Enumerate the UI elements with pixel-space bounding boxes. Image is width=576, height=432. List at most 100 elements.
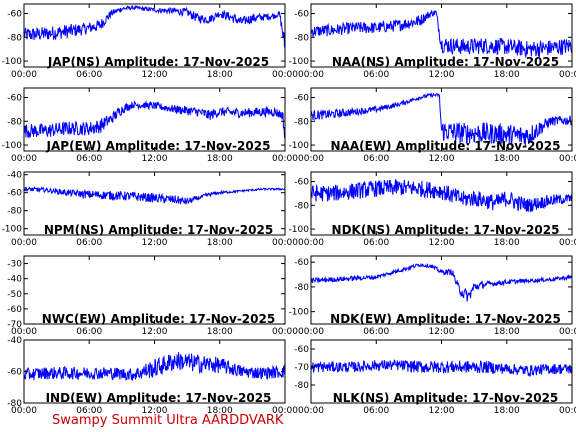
panel-title: NAA(NS) Amplitude: 17-Nov-2025 bbox=[332, 55, 559, 69]
x-tick-label: 06:00 bbox=[363, 406, 389, 416]
x-tick-label: 12:00 bbox=[429, 70, 455, 80]
x-tick-label: 00:00 bbox=[272, 327, 298, 337]
x-tick-label: 12:00 bbox=[429, 327, 455, 337]
x-tick-label: 00:00 bbox=[298, 327, 324, 337]
x-tick-label: 00:00 bbox=[272, 70, 298, 80]
panel-title: NDK(EW) Amplitude: 17-Nov-2025 bbox=[330, 312, 561, 326]
x-tick-label: 18:00 bbox=[494, 327, 520, 337]
signal-trace-2 bbox=[24, 100, 285, 139]
x-tick-label: 00:00 bbox=[298, 154, 324, 164]
x-tick-label: 06:00 bbox=[76, 406, 102, 416]
y-tick-label: -40 bbox=[7, 171, 22, 181]
y-tick-label: -60 bbox=[7, 305, 22, 315]
x-tick-label: 00:00 bbox=[11, 70, 37, 80]
y-tick-label: -100 bbox=[2, 141, 23, 151]
x-tick-label: 18:00 bbox=[207, 70, 233, 80]
y-tick-label: -80 bbox=[294, 201, 309, 211]
y-tick-label: -60 bbox=[294, 10, 309, 20]
chart-panel-1: -60-80-10000:0006:0012:0018:0000:00NAA(N… bbox=[289, 3, 576, 80]
y-tick-label: -60 bbox=[7, 189, 22, 199]
signal-trace-4 bbox=[24, 186, 285, 205]
x-tick-label: 00:00 bbox=[298, 238, 324, 248]
x-tick-label: 18:00 bbox=[207, 154, 233, 164]
chart-panel-3: -60-80-10000:0006:0012:0018:0000:00NAA(E… bbox=[289, 87, 576, 164]
y-tick-label: -80 bbox=[7, 117, 22, 127]
x-tick-label: 06:00 bbox=[363, 327, 389, 337]
panel-title: NLK(NS) Amplitude: 17-Nov-2025 bbox=[333, 391, 559, 405]
y-tick-label: -100 bbox=[289, 57, 310, 67]
x-tick-label: 12:00 bbox=[429, 238, 455, 248]
chart-panel-7: -60-80-10000:0006:0012:0018:0000:00NDK(E… bbox=[289, 255, 576, 337]
x-tick-label: 06:00 bbox=[363, 154, 389, 164]
x-tick-label: 00:00 bbox=[272, 154, 298, 164]
y-tick-label: -40 bbox=[7, 275, 22, 285]
y-tick-label: -100 bbox=[289, 141, 310, 151]
y-tick-label: -70 bbox=[7, 320, 22, 330]
x-tick-label: 18:00 bbox=[494, 406, 520, 416]
panel-title: NPM(NS) Amplitude: 17-Nov-2025 bbox=[44, 223, 273, 237]
y-tick-label: -100 bbox=[2, 57, 23, 67]
x-tick-label: 00:00 bbox=[559, 406, 576, 416]
signal-trace-1 bbox=[311, 9, 572, 59]
y-tick-label: -40 bbox=[7, 336, 22, 346]
x-tick-label: 00:00 bbox=[559, 327, 576, 337]
x-tick-label: 00:00 bbox=[11, 238, 37, 248]
y-tick-label: -60 bbox=[294, 94, 309, 104]
y-tick-label: -80 bbox=[7, 399, 22, 409]
x-tick-label: 06:00 bbox=[76, 70, 102, 80]
x-tick-label: 12:00 bbox=[142, 406, 168, 416]
signal-trace-7 bbox=[311, 262, 572, 302]
chart-panel-9: -60-70-8000:0006:0012:0018:0000:00NLK(NS… bbox=[294, 339, 576, 416]
panel-title: NAA(EW) Amplitude: 17-Nov-2025 bbox=[331, 139, 561, 153]
x-tick-label: 06:00 bbox=[76, 238, 102, 248]
x-tick-label: 18:00 bbox=[494, 154, 520, 164]
x-tick-label: 12:00 bbox=[142, 327, 168, 337]
y-tick-label: -50 bbox=[7, 290, 22, 300]
x-tick-label: 12:00 bbox=[142, 154, 168, 164]
panel-title: JAP(EW) Amplitude: 17-Nov-2025 bbox=[46, 139, 271, 153]
x-tick-label: 12:00 bbox=[429, 406, 455, 416]
chart-panel-5: -60-80-10000:0006:0012:0018:0000:00NDK(N… bbox=[289, 171, 576, 248]
y-tick-label: -60 bbox=[294, 345, 309, 355]
x-tick-label: 00:00 bbox=[272, 406, 298, 416]
y-tick-label: -60 bbox=[7, 10, 22, 20]
x-tick-label: 12:00 bbox=[142, 70, 168, 80]
x-tick-label: 00:00 bbox=[11, 327, 37, 337]
signal-trace-8 bbox=[24, 352, 285, 381]
x-tick-label: 12:00 bbox=[142, 238, 168, 248]
x-tick-label: 18:00 bbox=[494, 70, 520, 80]
y-tick-label: -80 bbox=[294, 283, 309, 293]
y-tick-label: -30 bbox=[7, 260, 22, 270]
x-tick-label: 00:00 bbox=[298, 406, 324, 416]
footer-text: Swampy Summit Ultra AARDDVARK bbox=[52, 413, 284, 428]
signal-trace-3 bbox=[311, 92, 572, 146]
signal-trace-0 bbox=[24, 4, 285, 48]
y-tick-label: -100 bbox=[289, 308, 310, 318]
x-tick-label: 00:00 bbox=[559, 70, 576, 80]
signal-trace-5 bbox=[311, 179, 572, 213]
y-tick-label: -60 bbox=[294, 258, 309, 268]
y-tick-label: -80 bbox=[294, 33, 309, 43]
x-tick-label: 18:00 bbox=[207, 238, 233, 248]
x-tick-label: 18:00 bbox=[494, 238, 520, 248]
y-tick-label: -80 bbox=[294, 117, 309, 127]
y-tick-label: -60 bbox=[7, 368, 22, 378]
x-tick-label: 18:00 bbox=[207, 327, 233, 337]
y-tick-label: -80 bbox=[294, 381, 309, 391]
x-tick-label: 06:00 bbox=[363, 70, 389, 80]
x-tick-label: 00:00 bbox=[272, 238, 298, 248]
panel-title: NWC(EW) Amplitude: 17-Nov-2025 bbox=[42, 312, 275, 326]
x-tick-label: 06:00 bbox=[363, 238, 389, 248]
y-tick-label: -100 bbox=[2, 225, 23, 235]
x-tick-label: 00:00 bbox=[559, 238, 576, 248]
y-tick-label: -80 bbox=[7, 207, 22, 217]
x-tick-label: 00:00 bbox=[559, 154, 576, 164]
y-tick-label: -100 bbox=[289, 225, 310, 235]
panel-title: JAP(NS) Amplitude: 17-Nov-2025 bbox=[47, 55, 269, 69]
